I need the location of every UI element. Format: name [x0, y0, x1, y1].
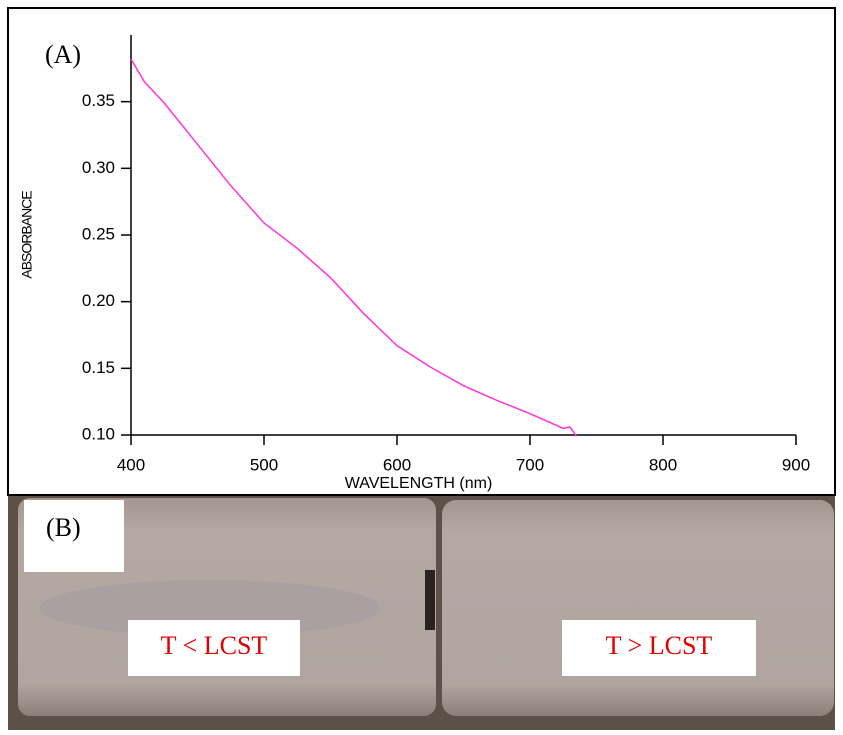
y-tick-label: 0.30: [82, 158, 115, 177]
y-tick-label: 0.10: [82, 424, 115, 443]
photo-panel: (B) T < LCST T > LCST: [8, 496, 835, 730]
caption-box: [562, 620, 756, 676]
panel-label: (A): [45, 40, 81, 69]
vial: [442, 500, 834, 716]
data-line: [130, 58, 578, 437]
caption: T < LCST: [161, 631, 268, 660]
panel-label-box: [20, 38, 92, 76]
y-tick-label: 0.35: [82, 91, 115, 110]
y-tick-label: 0.15: [82, 358, 115, 377]
x-tick-label: 600: [383, 455, 411, 474]
x-tick-label: 500: [250, 455, 278, 474]
caption-box: [128, 620, 300, 676]
y-tick-label: 0.25: [82, 224, 115, 243]
photo-label: (B): [46, 513, 81, 542]
caption: T > LCST: [606, 631, 713, 660]
y-axis-label: ABSORBANCE: [19, 191, 35, 279]
x-tick-label: 400: [117, 455, 145, 474]
panel-a: [7, 7, 836, 496]
vial-marking: [425, 570, 435, 630]
x-tick-label: 900: [782, 455, 810, 474]
x-tick-label: 700: [516, 455, 544, 474]
x-axis-label: WAVELENGTH (nm): [345, 475, 493, 492]
x-tick-label: 800: [649, 455, 677, 474]
y-tick-label: 0.20: [82, 291, 115, 310]
photo-label-box: [24, 500, 124, 572]
